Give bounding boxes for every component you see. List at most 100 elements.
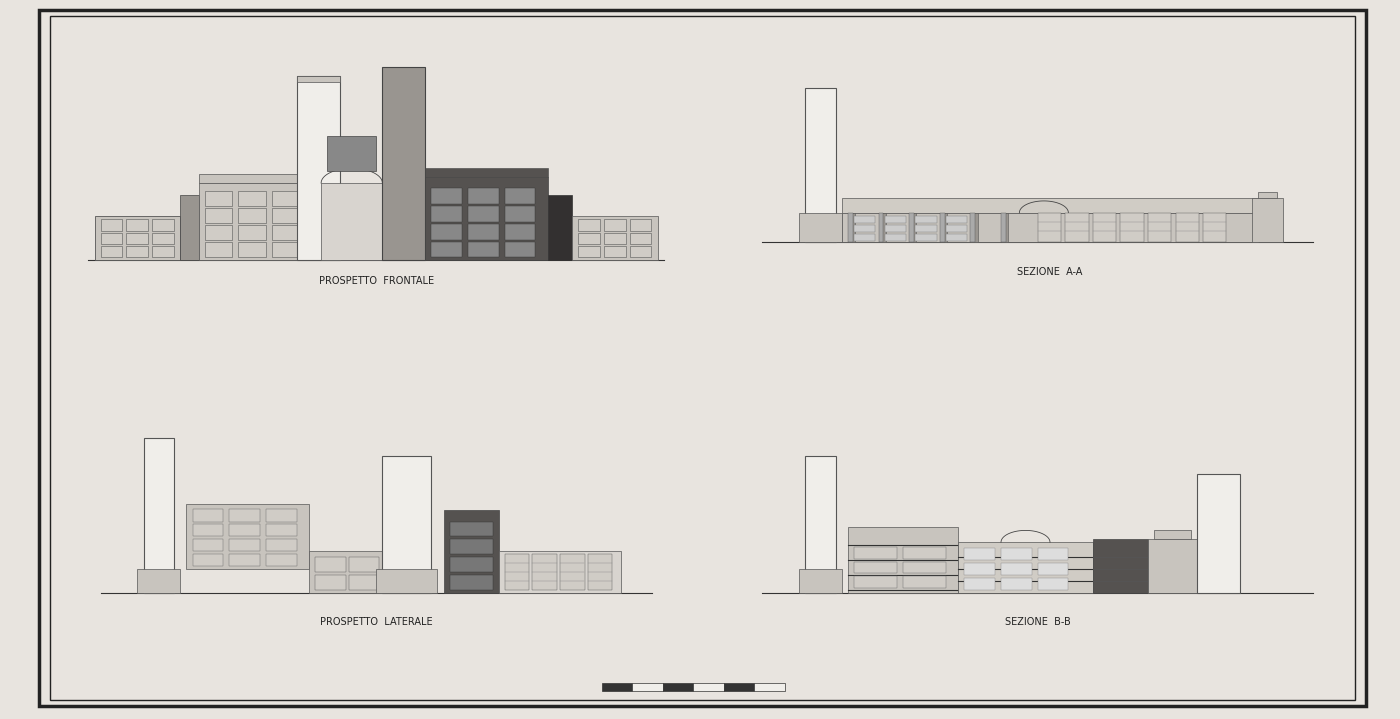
Bar <box>1093 213 1116 242</box>
Bar <box>505 206 535 221</box>
Bar <box>153 246 174 257</box>
Bar <box>799 569 841 592</box>
Bar <box>321 183 382 260</box>
Bar <box>848 528 958 592</box>
Bar <box>468 188 498 204</box>
Bar <box>603 246 626 257</box>
Bar <box>560 554 585 590</box>
Bar <box>204 242 232 257</box>
Bar <box>909 213 917 242</box>
Bar <box>885 234 906 241</box>
Bar <box>186 504 309 569</box>
Bar <box>578 219 599 231</box>
Bar <box>101 233 122 244</box>
Bar <box>449 521 493 536</box>
Bar <box>101 246 122 257</box>
Bar <box>204 225 232 240</box>
Bar <box>965 548 995 560</box>
Bar <box>1203 213 1226 242</box>
Bar <box>449 539 493 554</box>
Bar <box>449 557 493 572</box>
Bar <box>153 233 174 244</box>
Bar <box>1001 563 1032 575</box>
Bar <box>965 563 995 575</box>
Bar <box>916 224 937 232</box>
Bar <box>309 551 382 592</box>
Bar <box>1001 213 1008 242</box>
Bar <box>126 246 148 257</box>
Bar <box>854 546 897 559</box>
Bar <box>238 225 266 240</box>
Bar <box>903 577 946 588</box>
Bar <box>1154 531 1191 539</box>
Bar <box>230 554 260 566</box>
Bar <box>95 216 181 260</box>
Bar <box>885 224 906 232</box>
Bar <box>1197 474 1240 592</box>
Bar <box>854 577 897 588</box>
Bar <box>724 684 755 691</box>
Bar <box>879 213 886 242</box>
Bar <box>630 246 651 257</box>
Bar <box>382 456 431 592</box>
Bar <box>854 234 875 241</box>
Bar <box>1037 563 1068 575</box>
Bar <box>230 539 260 551</box>
Bar <box>431 224 462 239</box>
Bar <box>970 213 977 242</box>
Bar <box>238 242 266 257</box>
Bar <box>143 439 174 592</box>
Bar <box>630 233 651 244</box>
Bar <box>1120 213 1144 242</box>
Bar <box>204 208 232 223</box>
Bar <box>468 242 498 257</box>
Bar <box>505 188 535 204</box>
Bar <box>272 191 300 206</box>
Bar <box>126 233 148 244</box>
Bar <box>377 569 437 592</box>
Bar <box>1001 548 1032 560</box>
Bar <box>468 206 498 221</box>
Bar <box>272 208 300 223</box>
Bar <box>578 233 599 244</box>
Bar <box>848 213 853 242</box>
Bar <box>505 554 529 590</box>
Bar <box>1148 539 1197 592</box>
Bar <box>755 684 785 691</box>
Bar <box>238 208 266 223</box>
Bar <box>349 557 379 572</box>
Bar <box>505 224 535 239</box>
Bar <box>939 213 945 242</box>
Bar <box>230 509 260 521</box>
Bar <box>426 177 547 260</box>
Bar <box>266 509 297 521</box>
Bar <box>603 219 626 231</box>
Bar <box>1001 213 1005 242</box>
Bar <box>193 524 223 536</box>
Bar <box>272 242 300 257</box>
Text: SEZIONE  A-A: SEZIONE A-A <box>1018 267 1082 277</box>
Bar <box>266 539 297 551</box>
Bar <box>193 539 223 551</box>
Bar <box>1093 539 1148 592</box>
Bar <box>603 233 626 244</box>
Bar <box>909 213 914 242</box>
Bar <box>965 578 995 590</box>
Bar <box>193 554 223 566</box>
Bar <box>101 219 122 231</box>
Bar <box>939 213 946 242</box>
Bar <box>328 136 377 171</box>
Bar <box>916 216 937 223</box>
Bar <box>547 195 573 260</box>
Bar <box>238 191 266 206</box>
Bar <box>505 242 535 257</box>
Bar <box>153 219 174 231</box>
Text: PROSPETTO  FRONTALE: PROSPETTO FRONTALE <box>319 276 434 286</box>
Bar <box>633 684 664 691</box>
Bar <box>1037 548 1068 560</box>
Bar <box>946 224 967 232</box>
Bar <box>126 219 148 231</box>
Bar <box>1037 578 1068 590</box>
Bar <box>1037 213 1061 242</box>
Bar <box>532 554 557 590</box>
